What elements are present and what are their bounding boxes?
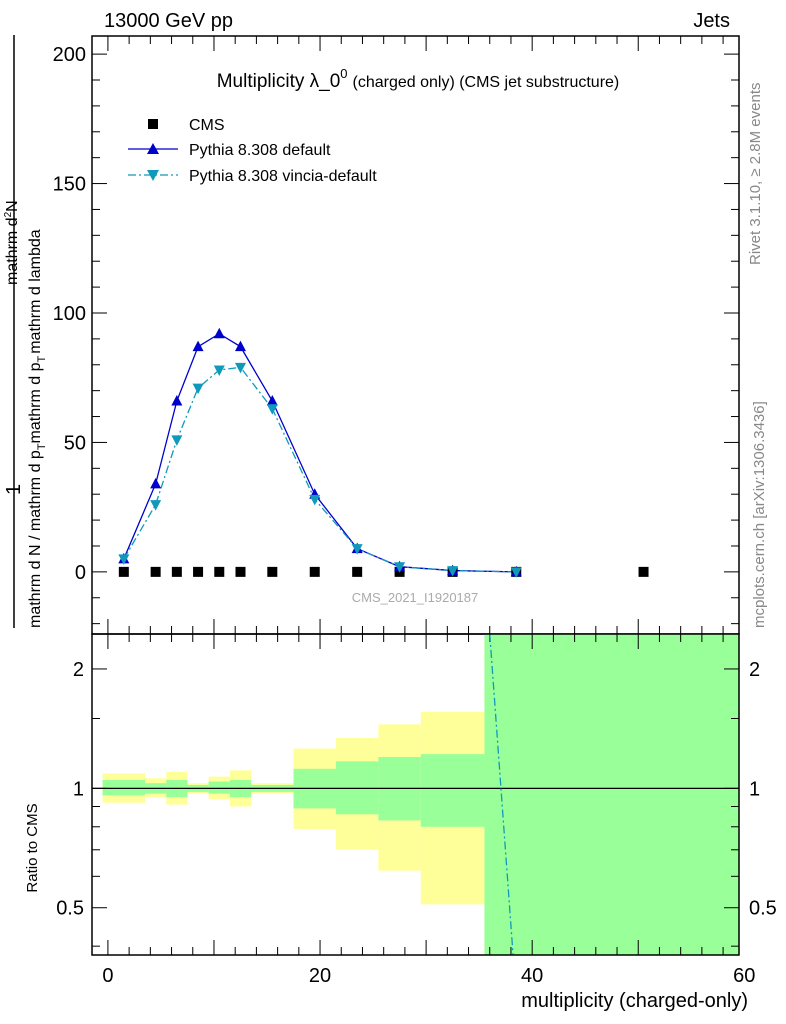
legend: CMS Pythia 8.308 default Pythia 8.308 vi…	[128, 117, 377, 185]
ylabel-tail: mathrm d lambda	[27, 229, 44, 354]
mcplots-reference: mcplots.cern.ch [arXiv:1306.3436]	[751, 401, 768, 628]
ratio-y-tick-label-left: 0.5	[56, 898, 84, 920]
ratio-inner-band	[208, 781, 230, 794]
legend-cms-marker	[148, 119, 158, 129]
ratio-y-tick-label-left: 2	[73, 659, 84, 681]
cms-point	[171, 566, 182, 577]
pythia-default-point	[234, 340, 246, 352]
main-y-tick-label: 0	[75, 562, 86, 584]
pythia-vincia-point	[150, 500, 162, 511]
cms-point	[352, 566, 363, 577]
ylabel-lower: mathrm d N / mathrm d pTmathrm d pTmathr…	[27, 229, 48, 628]
analysis-category: Jets	[693, 10, 730, 32]
ratio-y-axis-label: Ratio to CMS	[24, 803, 41, 892]
legend-pythia-default-label: Pythia 8.308 default	[189, 142, 331, 159]
cms-point	[267, 566, 278, 577]
legend-pythia-vincia-label: Pythia 8.308 vincia-default	[189, 168, 377, 185]
ratio-inner-band	[102, 779, 146, 796]
pythia-vincia-point	[394, 562, 406, 573]
ratio-y-tick-label-left: 1	[73, 778, 84, 800]
ratio-panel: 0.5 0.51 12 20 20 40 60 Ratio to CMS multiplic…	[24, 633, 777, 1012]
pythia-default-point	[192, 340, 204, 352]
ratio-axes: 0.5 0.51 12 20 20 40 60	[56, 634, 777, 987]
ratio-bands	[102, 634, 739, 955]
ratio-inner-band	[484, 634, 739, 955]
pythia-vincia-point	[351, 544, 363, 555]
ratio-inner-band	[420, 754, 485, 827]
ratio-y-tick-label-right: 0.5	[749, 898, 777, 920]
rivet-version-label: Rivet 3.1.10, ≥ 2.8M events	[747, 83, 764, 266]
chart-title-suffix: (charged only) (CMS jet substructure)	[353, 74, 620, 91]
ylabel-numerator-tail: N	[4, 200, 21, 212]
cms-point	[309, 566, 320, 577]
cms-point	[118, 566, 129, 577]
main-panel: 0 50 100 150 200 CMS_2021_I1920187 Multiplic…	[3, 35, 740, 635]
pythia-vincia-point	[118, 554, 130, 565]
chart-watermark: CMS_2021_I1920187	[352, 590, 479, 605]
cms-point	[193, 566, 204, 577]
main-y-tick-label: 100	[53, 303, 86, 325]
cms-point	[150, 566, 161, 577]
ylabel-numerator-sup: 2	[3, 211, 14, 217]
ratio-vincia-line	[489, 633, 514, 956]
legend-pythia-default-marker	[147, 143, 159, 154]
x-axis-label: multiplicity (charged-only)	[521, 990, 748, 1012]
chart-title-main: Multiplicity λ_0	[217, 71, 341, 92]
ylabel-middle: mathrm d p	[27, 362, 44, 443]
ratio-y-tick-label-right: 1	[749, 778, 760, 800]
ylabel-upper: mathrm d2N	[3, 200, 21, 285]
main-y-tick-label: 50	[64, 432, 86, 454]
main-series	[118, 327, 649, 578]
pythia-vincia-line	[123, 366, 517, 573]
main-y-tick-label: 200	[53, 44, 86, 66]
pythia-default-point	[171, 395, 183, 406]
pythia-default-point	[266, 395, 278, 406]
ylabel-middle-sub: T	[36, 356, 48, 363]
ylabel-denominator: mathrm d N / mathrm d p	[27, 450, 44, 628]
ratio-frame	[91, 633, 740, 956]
cms-point	[638, 566, 649, 577]
pythia-vincia-point	[510, 567, 522, 578]
ratio-y-tick-label-right: 2	[749, 659, 760, 681]
pythia-vincia-point	[192, 383, 204, 395]
main-y-tick-label: 150	[53, 174, 86, 196]
pythia-vincia-point	[266, 404, 278, 415]
chart-title-superscript: 0	[340, 66, 347, 81]
pythia-vincia-point	[213, 365, 225, 376]
pythia-vincia-point	[309, 494, 321, 506]
pythia-vincia-point	[447, 566, 459, 577]
x-tick-label: 0	[102, 965, 113, 987]
x-tick-label: 20	[309, 965, 331, 987]
collision-label: 13000 GeV pp	[104, 10, 233, 32]
cms-point	[235, 566, 246, 577]
x-tick-label: 40	[521, 965, 543, 987]
legend-cms-label: CMS	[189, 117, 225, 134]
pythia-vincia-point	[234, 362, 246, 374]
ylabel-pt-sub: T	[36, 443, 48, 450]
main-axes: 0 50 100 150 200	[53, 36, 739, 634]
pythia-default-point	[213, 327, 225, 339]
pythia-default-point	[150, 477, 162, 489]
ratio-lines	[489, 633, 514, 956]
cms-point	[214, 566, 225, 577]
pythia-vincia-point	[171, 435, 183, 446]
x-tick-label: 60	[733, 965, 755, 987]
main-y-axis-label: 1 mathrm d N / mathrm d pTmathrm d pTmat…	[3, 35, 48, 628]
ylabel-numerator: mathrm d	[4, 217, 21, 285]
pythia-default-line	[123, 332, 517, 573]
legend-pythia-vincia-marker	[147, 170, 159, 181]
chart-title: Multiplicity λ_00 (charged only) (CMS jet…	[217, 66, 620, 92]
